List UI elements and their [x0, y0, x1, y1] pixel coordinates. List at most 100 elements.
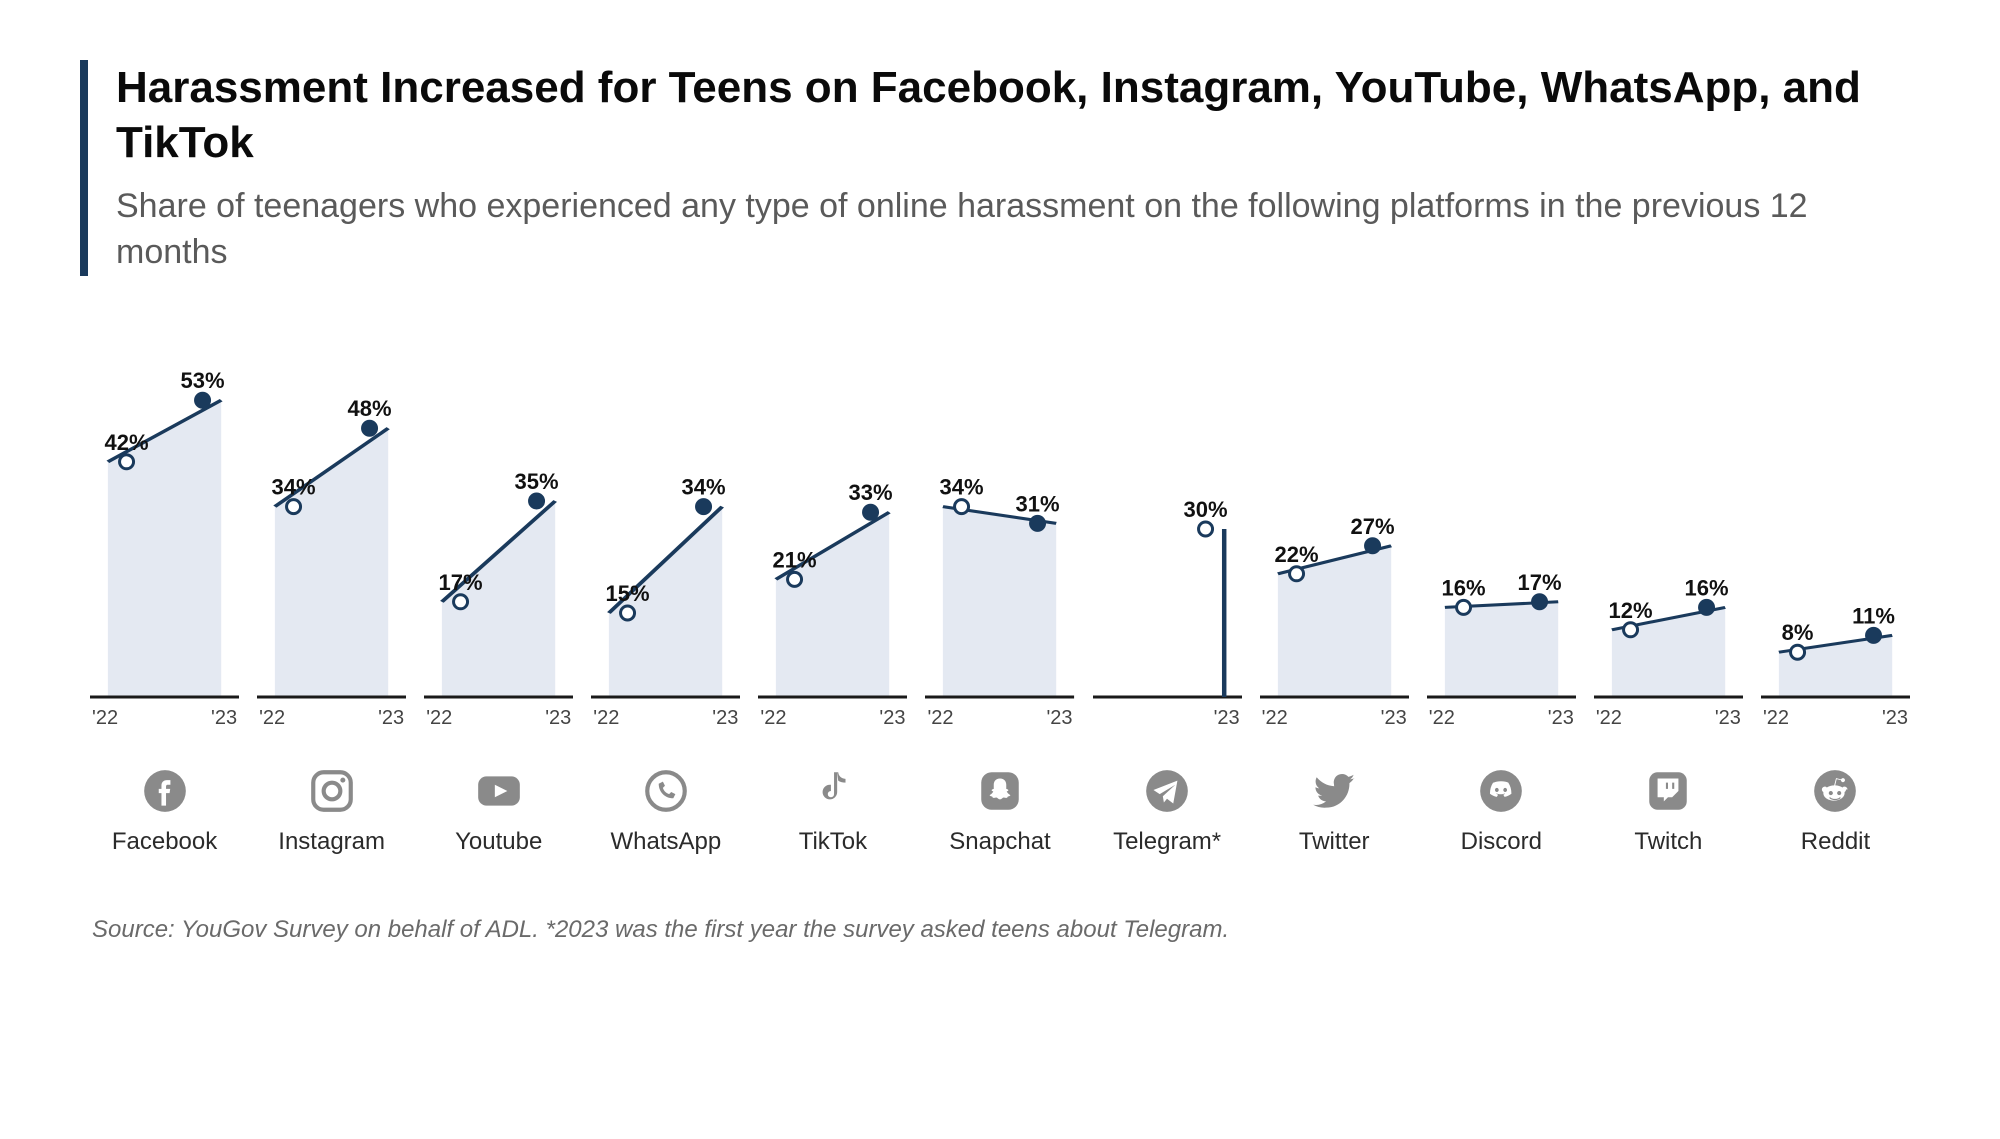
platform-name: WhatsApp [591, 828, 740, 856]
year-left-label: '22 [760, 707, 786, 730]
year-left-label: '22 [426, 707, 452, 730]
year-right-label: '23 [712, 707, 738, 730]
year-right-label: '23 [1548, 707, 1574, 730]
svg-text:34%: 34% [272, 474, 316, 499]
year-axis: '22 '23 [90, 701, 239, 730]
platform-name: Facebook [90, 828, 239, 856]
discord-icon [1427, 764, 1576, 818]
platform-name: Reddit [1761, 828, 1910, 856]
telegram-icon [1093, 764, 1242, 818]
year-right-label: '23 [1046, 707, 1072, 730]
svg-text:16%: 16% [1684, 575, 1728, 600]
slope-panel: 8% 11% [1761, 321, 1910, 701]
chart-title: Harassment Increased for Teens on Facebo… [116, 60, 1920, 170]
year-left-label: '22 [593, 707, 619, 730]
svg-text:53%: 53% [181, 368, 225, 393]
platform-telegram: 30% '23 Telegram* [1093, 321, 1242, 856]
slope-panel: 15% 34% [591, 321, 740, 701]
svg-text:12%: 12% [1608, 598, 1652, 623]
year-left-label: '22 [1763, 707, 1789, 730]
instagram-icon [257, 764, 406, 818]
platform-name: Twitch [1594, 828, 1743, 856]
platform-name: Youtube [424, 828, 573, 856]
slope-panel: 17% 35% [424, 321, 573, 701]
slope-panel: 16% 17% [1427, 321, 1576, 701]
year-right-label: '23 [211, 707, 237, 730]
chart-subtitle: Share of teenagers who experienced any t… [116, 184, 1920, 276]
tiktok-icon [758, 764, 907, 818]
whatsapp-icon [591, 764, 740, 818]
year-left-label: '22 [1596, 707, 1622, 730]
slope-panel: 21% 33% [758, 321, 907, 701]
year-right-label: '23 [879, 707, 905, 730]
twitter-icon [1260, 764, 1409, 818]
svg-text:34%: 34% [940, 474, 984, 499]
svg-text:27%: 27% [1350, 514, 1394, 539]
platform-reddit: 8% 11% '22 '23 Reddit [1761, 321, 1910, 856]
svg-text:22%: 22% [1274, 542, 1318, 567]
year-axis: '22 '23 [1260, 701, 1409, 730]
year-axis: '22 '23 [1594, 701, 1743, 730]
platform-tiktok: 21% 33% '22 '23 TikTok [758, 321, 907, 856]
year-left-label: '22 [1429, 707, 1455, 730]
svg-text:8%: 8% [1782, 620, 1814, 645]
year-right-label: '23 [545, 707, 571, 730]
year-axis: '22 '23 [424, 701, 573, 730]
platform-name: Discord [1427, 828, 1576, 856]
reddit-icon [1761, 764, 1910, 818]
year-axis: '22 '23 [257, 701, 406, 730]
slope-panel: 34% 48% [257, 321, 406, 701]
platform-name: Snapchat [925, 828, 1074, 856]
platform-whatsapp: 15% 34% '22 '23 WhatsApp [591, 321, 740, 856]
svg-text:42%: 42% [105, 430, 149, 455]
svg-text:17%: 17% [1517, 570, 1561, 595]
svg-text:35%: 35% [515, 469, 559, 494]
year-axis: '23 [1093, 701, 1242, 730]
svg-text:16%: 16% [1441, 575, 1485, 600]
platform-snapchat: 34% 31% '22 '23 Snapchat [925, 321, 1074, 856]
year-left-label: '22 [1262, 707, 1288, 730]
slope-panel: 42% 53% [90, 321, 239, 701]
year-right-label: '23 [1882, 707, 1908, 730]
slope-panel: 30% [1093, 321, 1242, 701]
slope-chart: 42% 53% '22 '23 Facebook 34% 48% '22 '23 I… [80, 326, 1920, 856]
platform-name: Twitter [1260, 828, 1409, 856]
year-right-label: '23 [1214, 707, 1240, 730]
year-left-label: '22 [92, 707, 118, 730]
slope-panel: 12% 16% [1594, 321, 1743, 701]
source-note: Source: YouGov Survey on behalf of ADL. … [80, 916, 1920, 944]
year-right-label: '23 [378, 707, 404, 730]
chart-header: Harassment Increased for Teens on Facebo… [80, 60, 1920, 276]
svg-text:33%: 33% [849, 480, 893, 505]
svg-text:34%: 34% [682, 474, 726, 499]
year-left-label: '22 [927, 707, 953, 730]
slope-panel: 22% 27% [1260, 321, 1409, 701]
platform-twitter: 22% 27% '22 '23 Twitter [1260, 321, 1409, 856]
year-axis: '22 '23 [925, 701, 1074, 730]
svg-text:17%: 17% [439, 570, 483, 595]
snapchat-icon [925, 764, 1074, 818]
facebook-icon [90, 764, 239, 818]
platform-discord: 16% 17% '22 '23 Discord [1427, 321, 1576, 856]
svg-text:15%: 15% [606, 581, 650, 606]
platform-name: Instagram [257, 828, 406, 856]
svg-text:48%: 48% [348, 396, 392, 421]
platform-name: TikTok [758, 828, 907, 856]
platform-instagram: 34% 48% '22 '23 Instagram [257, 321, 406, 856]
svg-text:21%: 21% [773, 547, 817, 572]
platform-twitch: 12% 16% '22 '23 Twitch [1594, 321, 1743, 856]
year-axis: '22 '23 [1761, 701, 1910, 730]
platform-youtube: 17% 35% '22 '23 Youtube [424, 321, 573, 856]
year-axis: '22 '23 [591, 701, 740, 730]
year-right-label: '23 [1381, 707, 1407, 730]
year-right-label: '23 [1715, 707, 1741, 730]
twitch-icon [1594, 764, 1743, 818]
youtube-icon [424, 764, 573, 818]
svg-text:11%: 11% [1852, 603, 1895, 628]
year-axis: '22 '23 [758, 701, 907, 730]
year-axis: '22 '23 [1427, 701, 1576, 730]
platform-name: Telegram* [1093, 828, 1242, 856]
slope-panel: 34% 31% [925, 321, 1074, 701]
svg-text:31%: 31% [1016, 491, 1060, 516]
year-left-label: '22 [259, 707, 285, 730]
